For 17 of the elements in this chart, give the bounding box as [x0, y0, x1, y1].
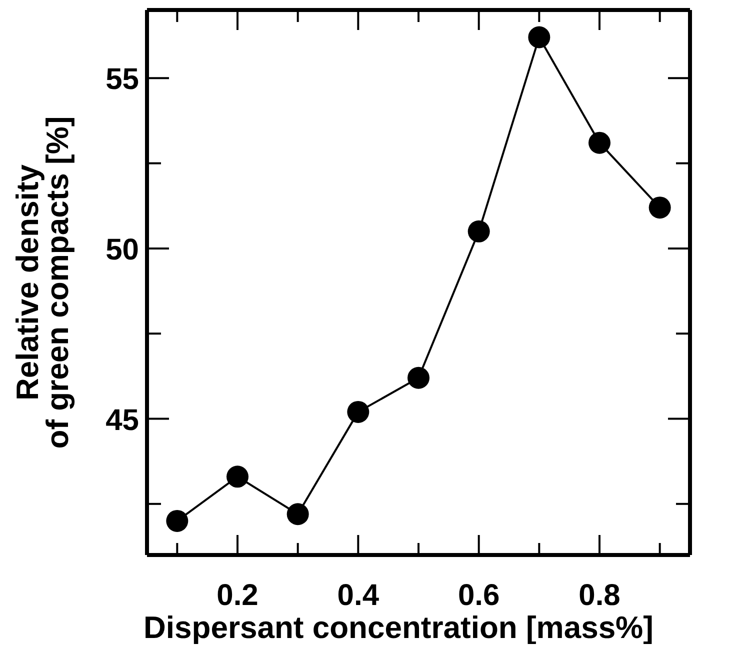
point [588, 132, 610, 154]
point [286, 503, 309, 526]
y-axis-title: Relative density of green compacts [%] [10, 116, 75, 449]
y-tick-label: 45 [106, 404, 139, 437]
y-tick-label: 50 [106, 233, 139, 266]
x-tick-label: 0.4 [337, 579, 380, 612]
x-tick-label: 0.2 [216, 579, 258, 612]
point [528, 26, 550, 48]
point [408, 366, 430, 389]
y-tick-label: 55 [106, 63, 139, 96]
point [468, 220, 490, 242]
point [226, 466, 248, 488]
point [166, 510, 188, 532]
point [347, 400, 370, 423]
point [648, 196, 671, 219]
x-tick-label: 0.8 [578, 579, 620, 612]
x-tick-label: 0.6 [458, 579, 500, 612]
